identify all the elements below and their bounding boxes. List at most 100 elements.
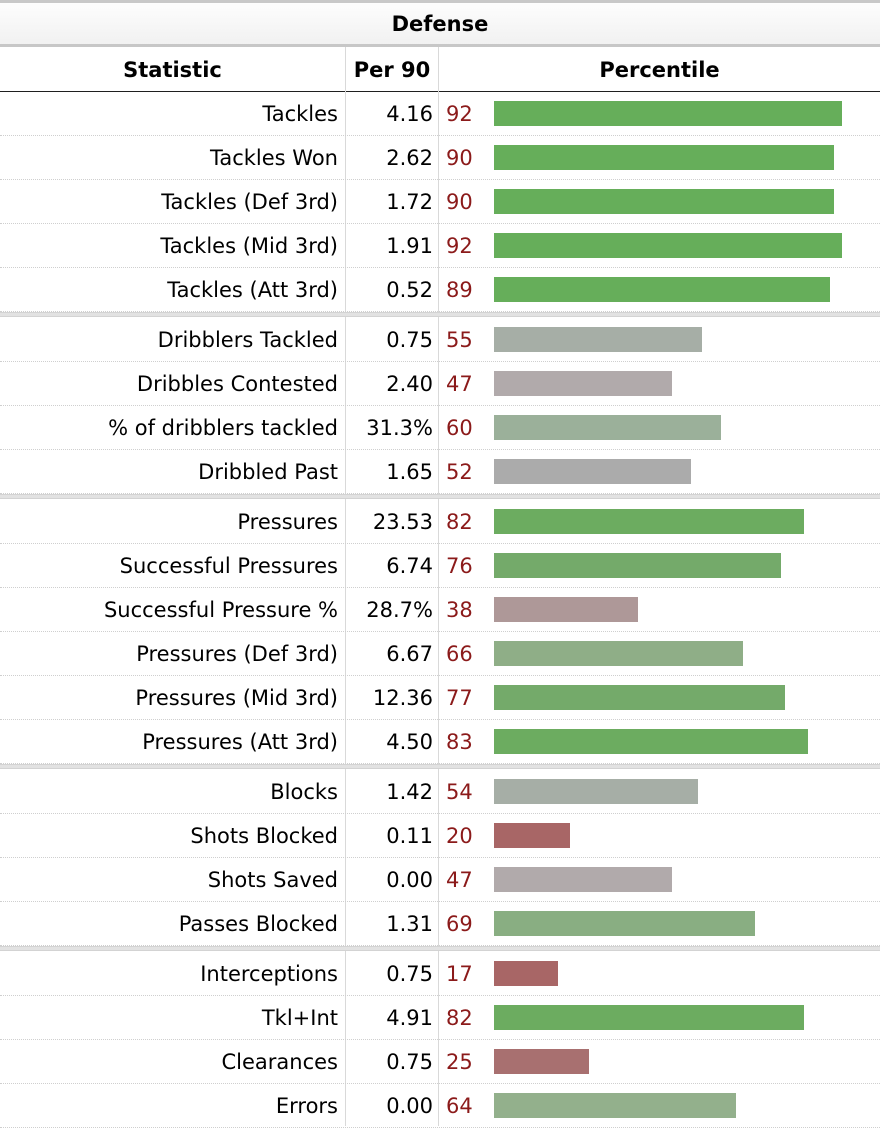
column-divider	[438, 47, 439, 1126]
per90-value: 1.42	[386, 780, 433, 804]
group-separator	[0, 494, 880, 499]
percentile-bar	[494, 1093, 736, 1118]
top-rule	[0, 0, 880, 3]
percentile-bar	[494, 327, 702, 352]
percentile-bar	[494, 415, 721, 440]
percentile-bar	[494, 867, 672, 892]
per90-value: 1.72	[386, 190, 433, 214]
per90-value: 0.00	[386, 1094, 433, 1118]
table-row: Interceptions 0.75 17	[0, 952, 880, 996]
table-row: Pressures (Att 3rd) 4.50 83	[0, 720, 880, 764]
per90-value: 4.16	[386, 102, 433, 126]
per90-value: 4.50	[386, 730, 433, 754]
title-rule	[0, 44, 880, 47]
per90-value: 1.31	[386, 912, 433, 936]
statistic-name: Pressures (Mid 3rd)	[135, 686, 338, 710]
group-separator	[0, 312, 880, 317]
percentile-value: 92	[446, 234, 473, 258]
table-title: Defense	[0, 3, 880, 45]
table-row: % of dribblers tackled 31.3% 60	[0, 406, 880, 450]
table-row: Successful Pressures 6.74 76	[0, 544, 880, 588]
statistic-name: Errors	[275, 1094, 338, 1118]
per90-value: 4.91	[386, 1006, 433, 1030]
statistic-name: Tackles Won	[210, 146, 338, 170]
table-row: Blocks 1.42 54	[0, 770, 880, 814]
statistic-name: Tackles (Def 3rd)	[161, 190, 338, 214]
percentile-bar	[494, 101, 842, 126]
per90-value: 2.62	[386, 146, 433, 170]
percentile-bar	[494, 145, 834, 170]
statistic-name: Shots Saved	[207, 868, 338, 892]
per90-value: 28.7%	[366, 598, 433, 622]
table-row: Pressures (Def 3rd) 6.67 66	[0, 632, 880, 676]
table-row: Dribblers Tackled 0.75 55	[0, 318, 880, 362]
percentile-value: 20	[446, 824, 473, 848]
header-statistic[interactable]: Statistic	[123, 58, 222, 82]
statistic-name: Shots Blocked	[190, 824, 338, 848]
table-row: Clearances 0.75 25	[0, 1040, 880, 1084]
percentile-bar	[494, 729, 808, 754]
statistic-name: Dribbled Past	[198, 460, 338, 484]
percentile-value: 52	[446, 460, 473, 484]
percentile-value: 54	[446, 780, 473, 804]
percentile-bar	[494, 233, 842, 258]
statistic-name: Successful Pressure %	[103, 598, 338, 622]
percentile-value: 90	[446, 146, 473, 170]
statistic-name: Pressures (Att 3rd)	[142, 730, 338, 754]
percentile-value: 92	[446, 102, 473, 126]
percentile-bar	[494, 597, 638, 622]
table-row: Successful Pressure % 28.7% 38	[0, 588, 880, 632]
statistic-name: Clearances	[221, 1050, 338, 1074]
per90-value: 1.91	[386, 234, 433, 258]
table-row: Tackles Won 2.62 90	[0, 136, 880, 180]
percentile-value: 82	[446, 1006, 473, 1030]
table-row: Errors 0.00 64	[0, 1084, 880, 1128]
percentile-bar	[494, 779, 698, 804]
statistic-name: Pressures	[237, 510, 338, 534]
percentile-bar	[494, 459, 691, 484]
table-row: Dribbled Past 1.65 52	[0, 450, 880, 494]
table-row: Tackles (Mid 3rd) 1.91 92	[0, 224, 880, 268]
percentile-value: 66	[446, 642, 473, 666]
per90-value: 0.11	[386, 824, 433, 848]
percentile-value: 89	[446, 278, 473, 302]
table-row: Dribbles Contested 2.40 47	[0, 362, 880, 406]
percentile-bar	[494, 1005, 804, 1030]
percentile-bar	[494, 685, 785, 710]
per90-value: 0.52	[386, 278, 433, 302]
percentile-bar	[494, 823, 570, 848]
header-percentile[interactable]: Percentile	[599, 58, 720, 82]
per90-value: 0.75	[386, 328, 433, 352]
per90-value: 0.00	[386, 868, 433, 892]
statistic-name: Dribbles Contested	[136, 372, 338, 396]
statistic-name: Blocks	[270, 780, 338, 804]
statistic-name: Tackles (Att 3rd)	[167, 278, 338, 302]
statistic-name: Tkl+Int	[261, 1006, 338, 1030]
percentile-value: 77	[446, 686, 473, 710]
table-row: Pressures (Mid 3rd) 12.36 77	[0, 676, 880, 720]
percentile-value: 38	[446, 598, 473, 622]
table-row: Tkl+Int 4.91 82	[0, 996, 880, 1040]
statistic-name: Successful Pressures	[119, 554, 338, 578]
table-row: Shots Saved 0.00 47	[0, 858, 880, 902]
column-divider	[345, 47, 346, 1126]
header-per90[interactable]: Per 90	[353, 58, 431, 82]
percentile-bar	[494, 509, 804, 534]
per90-value: 12.36	[372, 686, 433, 710]
percentile-value: 82	[446, 510, 473, 534]
percentile-bar	[494, 1049, 589, 1074]
statistic-name: % of dribblers tackled	[108, 416, 338, 440]
percentile-value: 90	[446, 190, 473, 214]
per90-value: 0.75	[386, 962, 433, 986]
per90-value: 23.53	[372, 510, 433, 534]
percentile-bar	[494, 911, 755, 936]
statistic-name: Passes Blocked	[178, 912, 338, 936]
percentile-bar	[494, 371, 672, 396]
group-separator	[0, 946, 880, 951]
percentile-value: 17	[446, 962, 473, 986]
percentile-value: 69	[446, 912, 473, 936]
table-row: Tackles (Def 3rd) 1.72 90	[0, 180, 880, 224]
per90-value: 6.74	[386, 554, 433, 578]
per90-value: 0.75	[386, 1050, 433, 1074]
